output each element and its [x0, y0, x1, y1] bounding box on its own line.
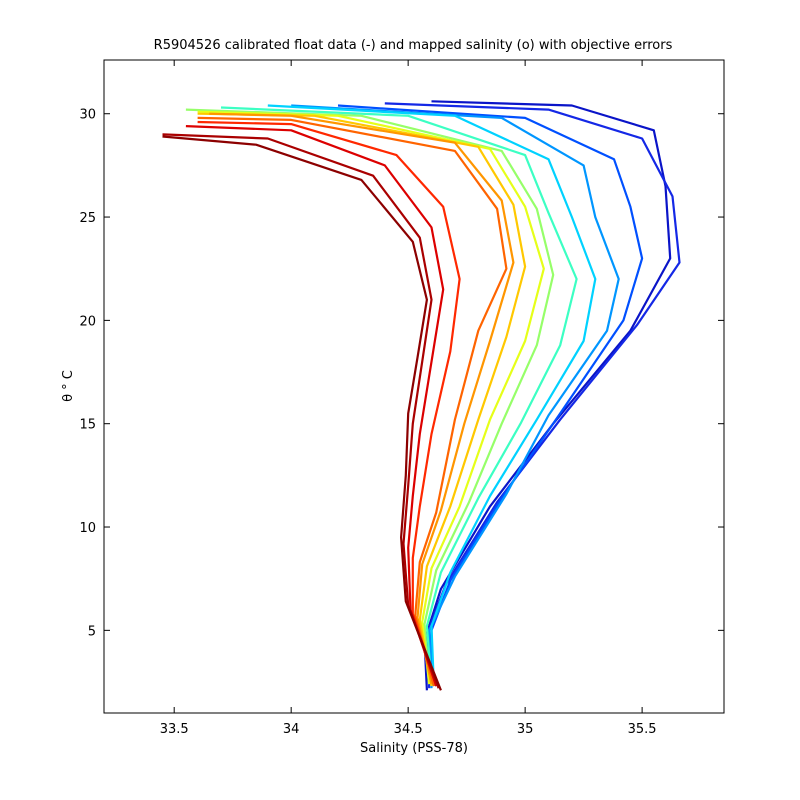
x-axis-label: Salinity (PSS-78): [360, 741, 468, 756]
y-tick-label: 20: [79, 314, 96, 329]
x-tick-label: 35: [517, 722, 534, 737]
x-tick-label: 33.5: [160, 722, 189, 737]
y-axis-label: θ ° C: [61, 370, 76, 402]
series-line-6: [185, 108, 555, 685]
series-line-10: [197, 116, 508, 687]
series-line-0: [423, 100, 672, 691]
y-axis: 5 10 15 20 25 30: [79, 108, 724, 639]
chart-title: R5904526 calibrated float data (-) and m…: [154, 38, 673, 53]
series-line-14: [162, 135, 442, 691]
series-line-4: [267, 104, 597, 687]
y-tick-label: 30: [79, 108, 96, 123]
x-axis: 33.5 34 34.5 35 35.5: [160, 60, 657, 737]
x-tick-label: 35.5: [628, 722, 657, 737]
series-line-7: [197, 110, 545, 685]
y-tick-label: 10: [79, 521, 96, 536]
series-line-13: [162, 133, 440, 689]
series-group: [162, 100, 681, 691]
series-line-12: [185, 125, 445, 687]
x-tick-label: 34: [283, 722, 300, 737]
series-line-11: [197, 120, 461, 685]
series-line-3: [291, 104, 620, 689]
y-tick-label: 15: [79, 418, 96, 433]
series-line-5: [220, 106, 578, 685]
x-tick-label: 34.5: [394, 722, 423, 737]
y-tick-label: 25: [79, 211, 96, 226]
plot-frame: [103, 59, 725, 714]
y-tick-label: 5: [88, 624, 96, 639]
series-line-9: [209, 112, 515, 685]
